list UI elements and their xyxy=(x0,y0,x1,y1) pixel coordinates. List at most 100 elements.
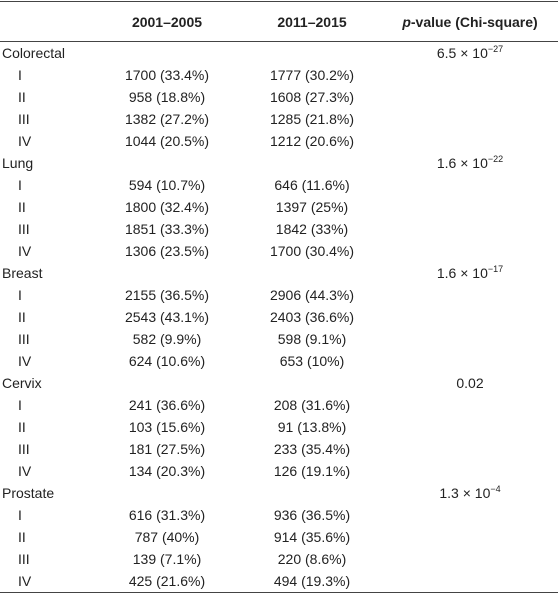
group-name: Colorectal xyxy=(2,45,66,61)
cell-2011-2015: 220 (8.6%) xyxy=(277,551,347,567)
table-header: 2001–2005 2011–2015 p-value (Chi-square) xyxy=(0,1,558,42)
stage-label: IV xyxy=(18,133,32,149)
table-body: Colorectal 6.5 × 10−27 I 1700 (33.4%) 1777 (… xyxy=(0,42,558,593)
cell-2001-2005: 1044 (20.5%) xyxy=(124,133,210,149)
stage-label: I xyxy=(18,177,22,193)
group-name: Lung xyxy=(2,155,34,171)
stage-label: I xyxy=(18,287,22,303)
cell-2011-2015: 1608 (27.3%) xyxy=(269,89,355,105)
stage-label: II xyxy=(18,419,26,435)
empty-cell xyxy=(382,174,558,196)
cell-2011-2015: 1397 (25%) xyxy=(275,199,349,215)
cell-2011-2015: 653 (10%) xyxy=(279,353,345,369)
empty-cell xyxy=(382,306,558,328)
stage-row: II 1800 (32.4%) 1397 (25%) xyxy=(0,196,558,218)
group-row: Prostate 1.3 × 10−4 xyxy=(0,482,558,504)
p-base: 1.6 × 10 xyxy=(436,155,488,171)
cell-2001-2005: 616 (31.3%) xyxy=(128,507,206,523)
cell-2001-2005: 1382 (27.2%) xyxy=(124,111,210,127)
stage-label: I xyxy=(18,397,22,413)
p-exponent: −22 xyxy=(487,154,504,164)
empty-cell xyxy=(382,240,558,262)
stage-row: III 1382 (27.2%) 1285 (21.8%) xyxy=(0,108,558,130)
p-base: 6.5 × 10 xyxy=(436,45,488,61)
cell-2011-2015: 1212 (20.6%) xyxy=(269,133,355,149)
stage-label: IV xyxy=(18,353,32,369)
stage-row: I 616 (31.3%) 936 (36.5%) xyxy=(0,504,558,526)
p-exponent: −27 xyxy=(487,44,504,54)
empty-cell xyxy=(242,372,382,394)
empty-cell xyxy=(382,526,558,548)
cell-2011-2015: 2403 (36.6%) xyxy=(269,309,355,325)
stage-row: I 241 (36.6%) 208 (31.6%) xyxy=(0,394,558,416)
empty-cell xyxy=(382,108,558,130)
header-text: -value (Chi-square) xyxy=(410,13,538,30)
stage-label: III xyxy=(18,331,30,347)
empty-cell xyxy=(382,64,558,86)
cell-2001-2005: 1851 (33.3%) xyxy=(124,221,210,237)
cell-2011-2015: 494 (19.3%) xyxy=(273,573,351,589)
cell-2001-2005: 181 (27.5%) xyxy=(128,441,206,457)
header-cell xyxy=(0,1,92,42)
p-value: 1.3 × 10−4 xyxy=(382,482,558,504)
empty-cell xyxy=(382,416,558,438)
cell-2001-2005: 2543 (43.1%) xyxy=(124,309,210,325)
header-italic: p xyxy=(402,13,411,30)
cell-2011-2015: 598 (9.1%) xyxy=(277,331,347,347)
stage-row: IV 1306 (23.5%) 1700 (30.4%) xyxy=(0,240,558,262)
cell-2011-2015: 914 (35.6%) xyxy=(273,529,351,545)
cell-2001-2005: 624 (10.6%) xyxy=(128,353,206,369)
empty-cell xyxy=(382,460,558,482)
stage-label: IV xyxy=(18,243,32,259)
group-row: Breast 1.6 × 10−17 xyxy=(0,262,558,284)
stage-label: I xyxy=(18,507,22,523)
empty-cell xyxy=(382,328,558,350)
group-name: Cervix xyxy=(2,375,42,391)
cell-2001-2005: 103 (15.6%) xyxy=(128,419,206,435)
cell-2001-2005: 787 (40%) xyxy=(134,529,200,545)
empty-cell xyxy=(382,86,558,108)
header-row: 2001–2005 2011–2015 p-value (Chi-square) xyxy=(0,1,558,42)
stage-label: II xyxy=(18,199,26,215)
cell-2011-2015: 126 (19.1%) xyxy=(273,463,351,479)
empty-cell xyxy=(382,394,558,416)
empty-cell xyxy=(382,218,558,240)
p-exponent: −4 xyxy=(490,484,501,494)
stage-row: IV 624 (10.6%) 653 (10%) xyxy=(0,350,558,372)
cell-2011-2015: 208 (31.6%) xyxy=(273,397,351,413)
cell-2011-2015: 646 (11.6%) xyxy=(274,177,350,193)
empty-cell xyxy=(242,152,382,174)
p-value: 6.5 × 10−27 xyxy=(382,42,558,65)
stage-row: III 139 (7.1%) 220 (8.6%) xyxy=(0,548,558,570)
cell-2001-2005: 241 (36.6%) xyxy=(128,397,206,413)
cell-2011-2015: 91 (13.8%) xyxy=(277,419,347,435)
cell-2001-2005: 134 (20.3%) xyxy=(128,463,206,479)
stage-row: III 582 (9.9%) 598 (9.1%) xyxy=(0,328,558,350)
stage-label: III xyxy=(18,441,30,457)
p-base: 0.02 xyxy=(456,375,484,391)
stage-label: IV xyxy=(18,463,32,479)
empty-cell xyxy=(92,152,242,174)
p-value: 0.02 xyxy=(382,372,558,394)
empty-cell xyxy=(242,482,382,504)
stage-row: IV 134 (20.3%) 126 (19.1%) xyxy=(0,460,558,482)
p-exponent: −17 xyxy=(487,264,504,274)
empty-cell xyxy=(382,284,558,306)
stage-row: I 594 (10.7%) 646 (11.6%) xyxy=(0,174,558,196)
cell-2001-2005: 1800 (32.4%) xyxy=(124,199,210,215)
stage-row: II 2543 (43.1%) 2403 (36.6%) xyxy=(0,306,558,328)
empty-cell xyxy=(242,262,382,284)
cell-2011-2015: 1285 (21.8%) xyxy=(269,111,355,127)
cell-2011-2015: 1700 (30.4%) xyxy=(269,243,355,259)
empty-cell xyxy=(382,350,558,372)
stage-label: I xyxy=(18,67,22,83)
empty-cell xyxy=(382,504,558,526)
header-cell: 2011–2015 xyxy=(242,1,382,42)
cell-2001-2005: 1306 (23.5%) xyxy=(124,243,210,259)
stage-row: IV 1044 (20.5%) 1212 (20.6%) xyxy=(0,130,558,152)
cell-2001-2005: 582 (9.9%) xyxy=(132,331,202,347)
p-base: 1.3 × 10 xyxy=(439,485,491,501)
cell-2011-2015: 1777 (30.2%) xyxy=(269,67,355,83)
